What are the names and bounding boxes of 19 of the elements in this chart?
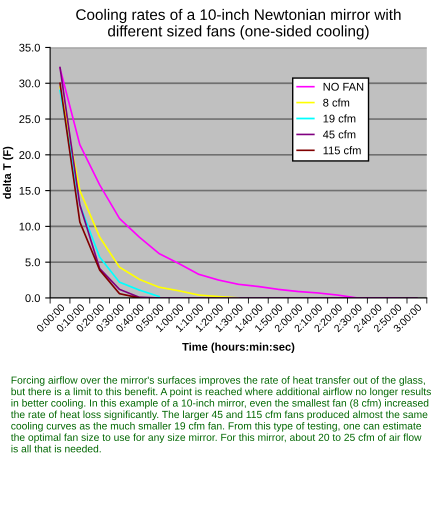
legend-label: 8 cfm xyxy=(323,98,350,107)
line-series xyxy=(59,82,140,298)
text: Forcing airflow over the mirror's surfaces improves the rate of heat transfer out of the glass, but there is a limit to this benefit. A point is reached where additional airflow no longer results in better cooling. In this example of a 10-inch mirror, even the smallest fan (8 cfm) increased the rate of heat loss significantly. The larger 45 and 115 cfm fans produced almost the same cooling curves as the much smaller 19 cfm fan. From this type of testing, one can estimate the optimal fan size to use for any size mirror. For this mirror, about 20 to 25 cfm of air flow is all that is needed. xyxy=(10,376,431,452)
line-series xyxy=(59,90,160,298)
y-tick-label: 0.0 xyxy=(25,294,40,302)
y-tick-label: 5.0 xyxy=(25,258,40,266)
y-tick-label: 20.0 xyxy=(19,151,40,159)
y-tick-label: 30.0 xyxy=(19,80,40,88)
legend-label: 45 cfm xyxy=(322,130,356,138)
chart-title: Cooling rates of a 10-inch Newtonian mirror with different sized fans (one-sided cooling) xyxy=(76,8,401,40)
y-tick-label: 35.0 xyxy=(19,44,40,52)
legend-label: NO FAN xyxy=(324,82,364,91)
y-tick-label: 10.0 xyxy=(20,222,40,231)
y-tick-label: 15.0 xyxy=(20,186,40,195)
y-axis-title: delta T (F) xyxy=(2,146,14,199)
x-axis-title: Time (hours:min:sec) xyxy=(182,342,294,353)
legend-label: 115 cfm xyxy=(324,146,361,154)
y-tick-label: 25.0 xyxy=(19,115,40,124)
legend-label: 19 cfm xyxy=(324,114,356,123)
